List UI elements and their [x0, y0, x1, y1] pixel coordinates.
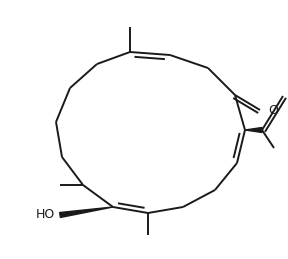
Polygon shape: [245, 127, 262, 133]
Polygon shape: [60, 207, 113, 218]
Text: O: O: [268, 104, 278, 117]
Text: HO: HO: [36, 208, 55, 221]
